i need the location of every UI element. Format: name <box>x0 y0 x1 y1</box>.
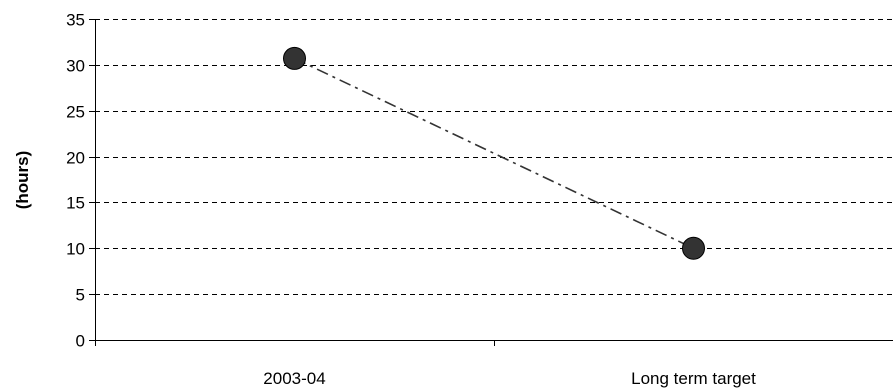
axes <box>95 19 893 341</box>
x-tick-label: Long term target <box>631 369 756 388</box>
y-tick-label: 0 <box>76 332 85 351</box>
y-axis-ticks: 0 5 10 15 20 25 30 35 <box>66 11 95 351</box>
y-tick-label: 20 <box>66 149 85 168</box>
x-axis-ticks: 2003-04 Long term target <box>95 340 756 388</box>
y-tick-label: 35 <box>66 11 85 30</box>
series-line <box>294 57 694 250</box>
y-tick-label: 30 <box>66 57 85 76</box>
y-tick-label: 10 <box>66 240 85 259</box>
data-point <box>283 46 306 70</box>
y-tick-label: 5 <box>76 286 85 305</box>
data-point <box>682 236 705 260</box>
series-group <box>283 46 705 260</box>
y-tick-label: 25 <box>66 103 85 122</box>
y-tick-label: 15 <box>66 194 85 213</box>
x-tick-label: 2003-04 <box>263 369 325 388</box>
gridlines <box>95 19 893 295</box>
y-axis-title: (hours) <box>13 151 32 210</box>
